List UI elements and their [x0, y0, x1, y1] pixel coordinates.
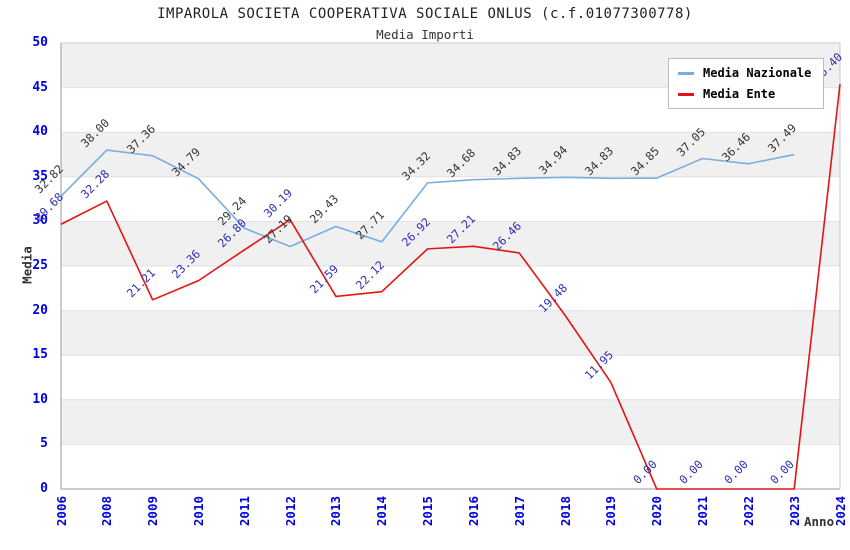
data-label-media-nazionale: 34.79 [169, 144, 204, 179]
y-tick-label: 0 [40, 481, 48, 496]
x-axis-title: Anno [804, 514, 835, 529]
plot-band [61, 310, 840, 356]
data-label-media-nazionale: 27.19 [260, 212, 296, 247]
data-label-media-nazionale: 29.43 [306, 192, 342, 227]
plot-band [61, 266, 840, 311]
x-tick-label: 2020 [649, 496, 665, 527]
data-label-media-nazionale: 27.71 [352, 207, 387, 243]
y-tick-label: 25 [32, 258, 48, 273]
data-label-media-nazionale: 34.32 [398, 148, 433, 184]
x-tick-label: 2013 [328, 496, 344, 527]
chart-subtitle: Media Importi [376, 27, 474, 42]
x-tick-label: 2010 [190, 496, 206, 527]
legend-item-media-ente: Media Ente [678, 87, 811, 101]
plot-band [61, 399, 840, 445]
x-tick-label: 2015 [420, 496, 436, 527]
x-tick-label: 2011 [236, 496, 252, 527]
plot-border [61, 42, 841, 489]
data-label-media-ente: 19.48 [535, 281, 571, 316]
y-tick-label: 30 [32, 213, 48, 229]
y-tick-label: 35 [32, 168, 48, 184]
legend-swatch-nazionale-icon [678, 71, 694, 75]
plot-band [61, 444, 840, 489]
data-label-media-nazionale: 37.05 [673, 124, 708, 159]
data-label-media-ente: 0.00 [629, 457, 660, 487]
x-tick-label: 2021 [695, 496, 711, 527]
x-tick-label: 2023 [786, 496, 802, 527]
legend-item-media-nazionale: Media Nazionale [678, 66, 811, 80]
x-tick-label: 2014 [374, 496, 390, 527]
x-tick-label: 2008 [99, 496, 115, 527]
data-label-media-nazionale: 34.85 [627, 143, 662, 179]
plot-band [61, 132, 840, 177]
axis-lines [60, 43, 840, 490]
x-tick-label: 2018 [557, 496, 573, 527]
x-tick-label: 2012 [282, 496, 298, 527]
data-label-media-nazionale: 37.49 [764, 120, 800, 155]
x-tick-label: 2017 [511, 496, 527, 527]
x-tick-label: 2006 [53, 496, 69, 527]
y-tick-label: 50 [32, 35, 48, 50]
legend-swatch-ente-icon [678, 92, 694, 96]
data-label-media-nazionale: 34.83 [490, 144, 525, 179]
data-label-media-ente: 0.00 [721, 457, 752, 487]
x-tick-label: 2019 [603, 496, 619, 527]
plot-band [61, 355, 840, 400]
x-tick-label: 2022 [740, 496, 756, 527]
data-label-media-ente: 26.46 [490, 218, 525, 254]
data-label-media-ente: 0.00 [675, 457, 706, 487]
data-label-media-ente: 29.68 [31, 190, 67, 225]
data-label-media-ente: 27.21 [444, 212, 479, 247]
plot-band [61, 221, 840, 266]
y-tick-label: 10 [32, 391, 48, 407]
y-tick-label: 45 [32, 79, 48, 95]
x-tick-label: 2009 [145, 496, 161, 527]
data-label-media-nazionale: 34.94 [535, 143, 571, 178]
data-label-media-nazionale: 34.83 [581, 144, 617, 179]
data-label-media-nazionale: 36.46 [719, 129, 754, 164]
data-label-media-nazionale: 34.68 [444, 145, 479, 180]
data-label-media-ente: 23.36 [169, 246, 204, 281]
data-label-media-ente: 0.00 [767, 457, 797, 487]
series-line-media-ente [60, 83, 841, 490]
plot-band [61, 176, 840, 222]
y-tick-label: 40 [32, 124, 48, 140]
data-label-media-ente: 21.21 [123, 265, 158, 300]
legend-label-media-nazionale: Media Nazionale [703, 66, 812, 80]
data-label-media-ente: 26.92 [398, 214, 433, 250]
data-label-media-nazionale: 32.82 [31, 162, 67, 197]
data-label-media-ente: 22.12 [352, 257, 387, 292]
legend: Media Nazionale Media Ente [668, 58, 825, 109]
data-label-media-nazionale: 38.00 [77, 115, 113, 151]
y-tick-label: 15 [32, 347, 48, 363]
data-label-media-ente: 30.19 [260, 185, 296, 220]
y-tick-label: 5 [40, 436, 48, 452]
data-label-media-ente: 32.28 [77, 166, 113, 202]
legend-label-media-ente: Media Ente [703, 87, 776, 101]
y-tick-label: 20 [32, 302, 48, 318]
data-label-media-nazionale: 37.36 [123, 121, 158, 156]
series-line-media-nazionale [60, 149, 795, 248]
data-label-media-ente: 21.59 [306, 262, 342, 297]
chart-title: IMPAROLA SOCIETA COOPERATIVA SOCIALE ONL… [157, 6, 693, 22]
x-tick-label: 2016 [465, 496, 481, 527]
data-label-media-ente: 11.95 [581, 348, 617, 383]
